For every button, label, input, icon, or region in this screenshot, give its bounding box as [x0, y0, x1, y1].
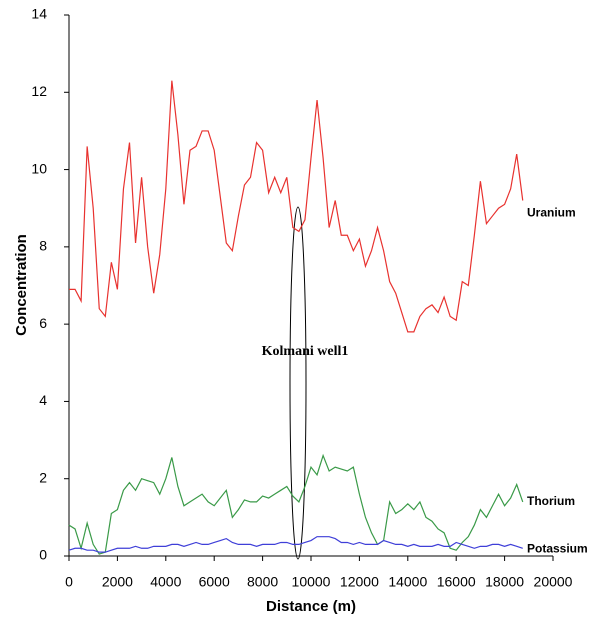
- series-line: [68, 453, 524, 555]
- y-axis-label: Concentration: [13, 234, 30, 336]
- annotation: Kolmani well1: [262, 344, 349, 359]
- x-tick-label: 6000: [199, 574, 230, 590]
- series-line: [69, 80, 524, 333]
- y-tick-label: 0: [39, 547, 47, 563]
- x-tick-label: 8000: [247, 574, 278, 590]
- well-ellipse: [289, 206, 307, 560]
- y-tick-label: 6: [39, 315, 47, 331]
- series-label: Uranium: [527, 206, 576, 220]
- y-tick-label: 14: [31, 6, 47, 22]
- y-tick-label: 8: [39, 238, 47, 254]
- series-label: Potassium: [527, 541, 588, 555]
- x-tick-label: 12000: [340, 574, 379, 590]
- x-tick-label: 4000: [150, 574, 181, 590]
- series-line: [68, 536, 523, 553]
- x-tick-label: 2000: [102, 574, 133, 590]
- series-label: Thorium: [527, 494, 575, 508]
- y-tick-label: 2: [39, 469, 47, 485]
- x-tick-label: 10000: [292, 574, 331, 590]
- x-tick-label: 14000: [388, 574, 427, 590]
- x-tick-label: 20000: [534, 574, 573, 590]
- x-tick-label: 18000: [485, 574, 524, 590]
- y-tick-label: 12: [31, 83, 47, 99]
- x-tick-label: 16000: [437, 574, 476, 590]
- y-tick-label: 4: [39, 392, 47, 408]
- x-axis-label: Distance (m): [266, 598, 356, 615]
- y-tick-label: 10: [31, 160, 47, 176]
- x-tick-label: 0: [65, 574, 73, 590]
